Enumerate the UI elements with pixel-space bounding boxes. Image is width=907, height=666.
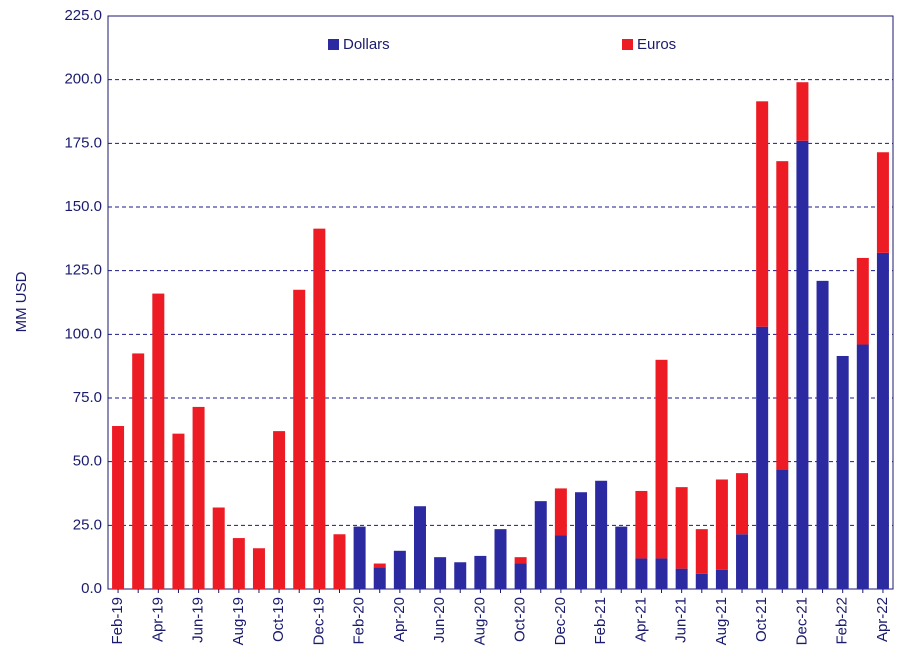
bar-segment [554,488,567,536]
bar-segment [715,569,728,589]
legend-swatch [328,39,339,50]
bar-segment [112,426,125,589]
bar-segment [615,526,628,589]
x-tick-label: Dec-20 [552,597,569,645]
bar-segment [876,152,889,253]
bar-segment [635,558,648,589]
bar-segment [816,280,829,589]
legend-label: Euros [637,36,676,53]
bar-segment [413,506,426,589]
x-tick-label: Apr-20 [391,597,408,642]
x-tick-label: Aug-20 [471,597,488,645]
bar-segment [856,257,869,345]
x-tick-label: Apr-21 [632,597,649,642]
bar-segment [655,558,668,589]
y-tick-label: 175.0 [64,134,102,151]
bar-segment [353,526,366,589]
y-tick-label: 200.0 [64,71,102,88]
x-tick-label: Apr-22 [874,597,891,642]
y-tick-label: 125.0 [64,262,102,279]
y-tick-label: 50.0 [73,453,102,470]
x-tick-label: Aug-19 [230,597,247,645]
x-tick-label: Feb-21 [592,597,609,645]
bar-segment [856,344,869,589]
bar-segment [554,535,567,589]
x-tick-label: Dec-19 [310,597,327,645]
bar-segment [595,480,608,589]
bar-segment [152,293,165,589]
bar-segment [776,161,789,470]
bar-segment [675,568,688,589]
bar-segment [655,359,668,559]
bar-segment [836,355,849,589]
bar-segment [736,534,749,589]
bar-segment [313,228,326,589]
bar-segment [273,431,286,589]
bar-segment [796,140,809,589]
bar-segment [635,490,648,559]
x-tick-label: Jun-19 [190,597,207,643]
bar-segment [736,473,749,535]
bar-segment [434,557,447,589]
bar-segment [454,562,467,589]
x-tick-label: Aug-21 [713,597,730,645]
bar-segment [474,555,487,589]
y-tick-label: 0.0 [81,580,102,597]
bar-segment [212,507,225,589]
legend-swatch [622,39,633,50]
bar-segment [796,82,809,141]
bar-segment [393,550,406,589]
plot-frame [107,15,894,590]
bar-segment [514,563,527,589]
y-tick-label: 150.0 [64,198,102,215]
y-tick-label: 75.0 [73,389,102,406]
bar-segment [293,289,306,589]
bar-segment [232,538,245,589]
bar-segment [494,529,507,589]
x-tick-label: Jun-21 [673,597,690,643]
bar-segment [534,501,547,589]
x-tick-label: Oct-20 [512,597,529,642]
legend-label: Dollars [343,36,390,53]
y-axis-label: MM USD [13,271,30,332]
bar-segment [675,487,688,569]
bar-segment [876,252,889,589]
bar-segment [373,563,386,568]
bar-segment [776,469,789,589]
y-tick-label: 100.0 [64,325,102,342]
y-tick-label: 25.0 [73,516,102,533]
bar-segment [695,529,708,574]
x-tick-label: Jun-20 [431,597,448,643]
bar-segment [756,101,769,327]
x-tick-label: Feb-19 [109,597,126,645]
bar-segment [575,492,588,589]
bar-segment [192,406,205,589]
bar-segment [373,567,386,589]
bar-segment [172,433,185,589]
bar-segment [695,573,708,589]
bar-segment [514,557,527,564]
bar-segment [715,479,728,570]
bar-segment [333,534,346,589]
bar-segment [132,353,145,589]
x-tick-label: Apr-19 [149,597,166,642]
x-tick-label: Feb-22 [834,597,851,645]
y-tick-label: 225.0 [64,7,102,24]
x-tick-label: Oct-19 [270,597,287,642]
x-tick-label: Oct-21 [753,597,770,642]
x-tick-label: Feb-20 [351,597,368,645]
x-tick-label: Dec-21 [793,597,810,645]
bar-segment [756,326,769,589]
bar-segment [252,548,265,589]
